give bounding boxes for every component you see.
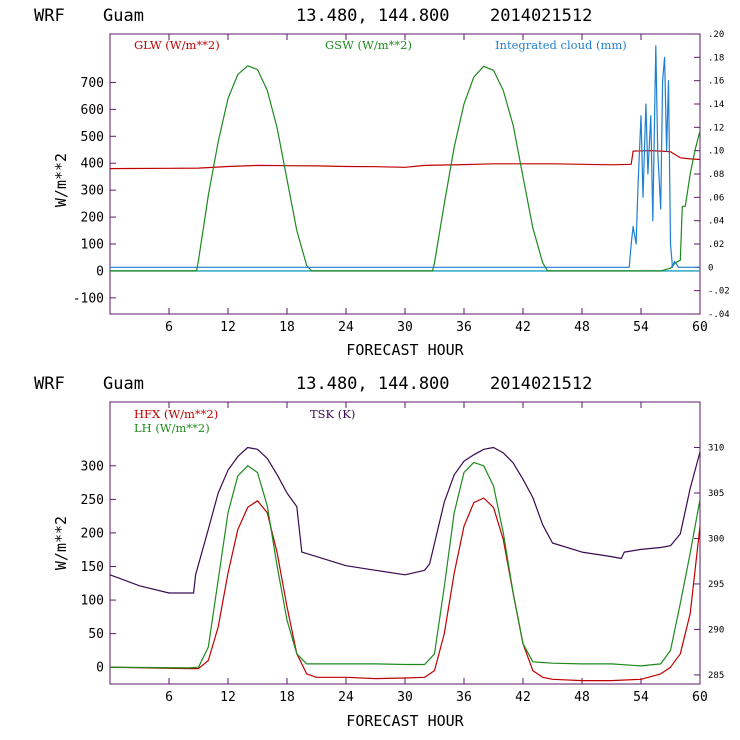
bottom-header-run: 2014021512 [490, 374, 592, 394]
bottom-y-label: W/m**2 [52, 516, 70, 570]
y-tick-label: 0 [96, 661, 104, 676]
top-legend-glw: GLW (W/m**2) [134, 38, 220, 52]
top-chart: 6 12 18 24 30 36 42 48 54 60 -100 0 100 200 300 400 500… [52, 30, 730, 359]
y-tick-label: 50 [88, 627, 104, 642]
right-tick-label: .04 [708, 217, 724, 227]
x-tick-label: 30 [397, 690, 413, 705]
y-tick-label: 300 [81, 184, 104, 199]
x-tick-label: 54 [633, 320, 649, 335]
x-tick-label: 42 [515, 320, 531, 335]
x-tick-label: 12 [220, 320, 236, 335]
top-header-site: Guam [103, 6, 144, 26]
top-series [109, 45, 701, 272]
right-tick-label: .16 [708, 77, 724, 87]
y-tick-label: 0 [96, 264, 104, 279]
right-tick-label: .14 [708, 100, 724, 110]
y-tick-label: 100 [81, 238, 104, 253]
x-tick-label: 18 [279, 690, 295, 705]
bottom-legend-tsk: TSK (K) [310, 407, 355, 421]
top-x-label: FORECAST HOUR [346, 341, 464, 359]
x-tick-label: 36 [456, 690, 472, 705]
y-tick-label: 100 [81, 594, 104, 609]
x-tick-label: 18 [279, 320, 295, 335]
right-tick-label: .10 [708, 147, 724, 157]
bottom-header-model: WRF [34, 374, 65, 394]
right-tick-label: 310 [708, 443, 724, 453]
y-tick-label: 250 [81, 493, 104, 508]
right-tick-label: .06 [708, 193, 724, 203]
x-tick-label: 48 [574, 320, 590, 335]
y-tick-label: 200 [81, 526, 104, 541]
y-tick-label: 500 [81, 130, 104, 145]
series-line-glw [109, 150, 701, 170]
x-tick-label: 36 [456, 320, 472, 335]
bottom-header-site: Guam [103, 374, 144, 394]
right-tick-label: 300 [708, 534, 724, 544]
bottom-x-ticks: 6 12 18 24 30 36 42 48 54 60 [165, 402, 708, 705]
bottom-header-coords: 13.480, 144.800 [296, 374, 450, 394]
x-tick-label: 60 [692, 690, 708, 705]
x-tick-label: 42 [515, 690, 531, 705]
bottom-plot-frame [109, 401, 701, 685]
bottom-chart: 6 12 18 24 30 36 42 48 54 60 0 50 100 150 200 250 300 3… [52, 401, 724, 730]
right-tick-label: 285 [708, 671, 724, 681]
right-tick-label: .02 [708, 240, 724, 250]
right-tick-label: -.02 [708, 287, 730, 297]
series-line-lh [109, 461, 701, 669]
top-legend-cloud: Integrated cloud (mm) [495, 38, 627, 52]
bottom-legend-lh: LH (W/m**2) [134, 421, 210, 435]
right-tick-label: 290 [708, 625, 724, 635]
x-tick-label: 48 [574, 690, 590, 705]
right-tick-label: .20 [708, 30, 724, 40]
series-line-integrated [110, 45, 700, 268]
right-tick-label: -.04 [708, 310, 730, 320]
right-tick-label: .12 [708, 123, 724, 133]
right-tick-label: 0 [708, 263, 713, 273]
x-tick-label: 6 [165, 690, 173, 705]
series-line-hfx [109, 497, 701, 682]
right-tick-label: .18 [708, 53, 724, 63]
top-header-run: 2014021512 [490, 6, 592, 26]
x-tick-label: 6 [165, 320, 173, 335]
y-tick-label: 300 [81, 459, 104, 474]
top-header-coords: 13.480, 144.800 [296, 6, 450, 26]
x-tick-label: 54 [633, 690, 649, 705]
top-y-label: W/m**2 [52, 153, 70, 207]
top-x-ticks: 6 12 18 24 30 36 42 48 54 60 [165, 34, 708, 335]
right-tick-label: .08 [708, 170, 724, 180]
y-tick-label: 600 [81, 103, 104, 118]
y-tick-label: 700 [81, 76, 104, 91]
series-line-tsk [109, 446, 701, 594]
x-tick-label: 60 [692, 320, 708, 335]
bottom-y-ticks: 0 50 100 150 200 250 300 [81, 459, 116, 676]
bottom-legend-hfx: HFX (W/m**2) [134, 407, 218, 421]
bottom-series [109, 446, 701, 682]
top-right-ticks: .20 .18 .16 .14 .12 .10 .08 .06 .04 .02 0 -.02 -.04 [694, 30, 730, 320]
x-tick-label: 24 [338, 320, 354, 335]
right-tick-label: 295 [708, 580, 724, 590]
top-plot-frame [109, 33, 701, 315]
top-legend-gsw: GSW (W/m**2) [325, 38, 412, 52]
x-tick-label: 30 [397, 320, 413, 335]
y-tick-label: 150 [81, 560, 104, 575]
y-tick-label: 400 [81, 157, 104, 172]
x-tick-label: 12 [220, 690, 236, 705]
right-tick-label: 305 [708, 489, 724, 499]
x-tick-label: 24 [338, 690, 354, 705]
top-header-model: WRF [34, 6, 65, 26]
y-tick-label: 200 [81, 211, 104, 226]
bottom-x-label: FORECAST HOUR [346, 712, 464, 730]
y-tick-label: -100 [73, 291, 104, 306]
bottom-right-ticks: 310 305 300 295 290 285 [694, 443, 724, 681]
